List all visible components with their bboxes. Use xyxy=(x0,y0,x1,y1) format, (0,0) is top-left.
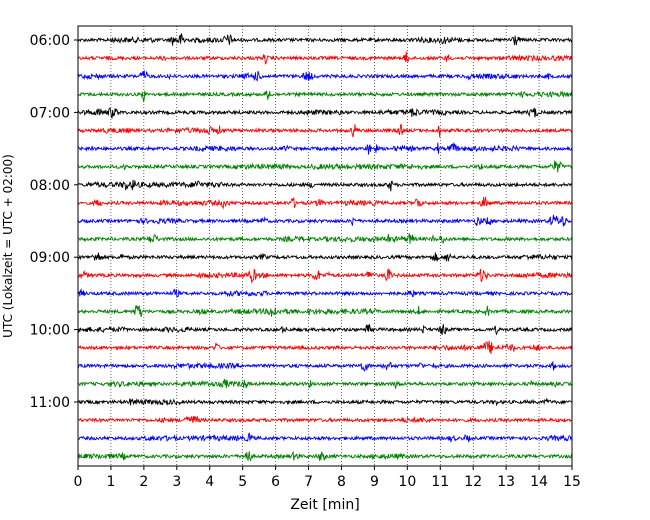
y-axis-label: UTC (Lokalzeit = UTC + 02:00) xyxy=(1,154,15,338)
trace-line xyxy=(77,141,573,155)
trace-line xyxy=(77,361,573,372)
x-tick-label: 10 xyxy=(398,474,416,490)
x-tick-label: 8 xyxy=(337,474,346,490)
x-tick-label: 15 xyxy=(563,474,581,490)
x-tick-label: 9 xyxy=(370,474,379,490)
trace-line xyxy=(77,179,573,192)
trace-line xyxy=(77,214,573,227)
trace-line xyxy=(77,304,573,318)
trace-line xyxy=(77,107,573,120)
trace-line xyxy=(77,324,573,336)
y-tick-label: 07:00 xyxy=(30,105,70,121)
vertical-grid xyxy=(110,26,540,466)
x-tick-label: 0 xyxy=(74,474,83,490)
x-tick-label: 4 xyxy=(205,474,214,490)
x-tick-label: 12 xyxy=(464,474,482,490)
trace-line xyxy=(77,268,573,285)
x-axis-ticks: 0 1 2 3 4 5 6 7 8 9 10 11 12 13 14 15 xyxy=(74,466,581,490)
trace-line xyxy=(77,90,573,103)
y-tick-label: 10:00 xyxy=(30,323,70,339)
x-tick-label: 2 xyxy=(139,474,148,490)
trace-line xyxy=(77,397,573,407)
plot-background xyxy=(78,26,572,466)
trace-line xyxy=(77,51,573,65)
plot-frame xyxy=(77,25,573,467)
x-tick-label: 3 xyxy=(172,474,181,490)
trace-line xyxy=(77,70,573,82)
x-tick-label: 5 xyxy=(238,474,247,490)
x-tick-label: 1 xyxy=(106,474,115,490)
trace-line xyxy=(77,123,573,138)
trace-line xyxy=(77,450,573,462)
trace-line xyxy=(77,432,573,444)
trace-line xyxy=(77,252,573,262)
y-tick-label: 11:00 xyxy=(30,395,70,411)
x-axis-label: Zeit [min] xyxy=(290,497,359,513)
trace-line xyxy=(77,340,573,355)
y-tick-label: 09:00 xyxy=(30,250,70,266)
x-tick-label: 7 xyxy=(304,474,313,490)
trace-line xyxy=(77,378,573,390)
y-tick-label: 06:00 xyxy=(30,33,70,49)
trace-line xyxy=(77,160,573,173)
y-axis-ticks: 06:00 07:00 08:00 09:00 10:00 11:00 xyxy=(30,33,78,411)
x-tick-label: 6 xyxy=(271,474,280,490)
trace-group xyxy=(77,33,573,462)
x-tick-label: 14 xyxy=(530,474,548,490)
trace-line xyxy=(77,33,573,46)
x-tick-label: 11 xyxy=(431,474,449,490)
trace-line xyxy=(77,196,573,210)
trace-line xyxy=(77,233,573,244)
trace-line xyxy=(77,288,573,299)
y-tick-label: 08:00 xyxy=(30,178,70,194)
trace-line xyxy=(77,415,573,424)
x-tick-label: 13 xyxy=(497,474,515,490)
